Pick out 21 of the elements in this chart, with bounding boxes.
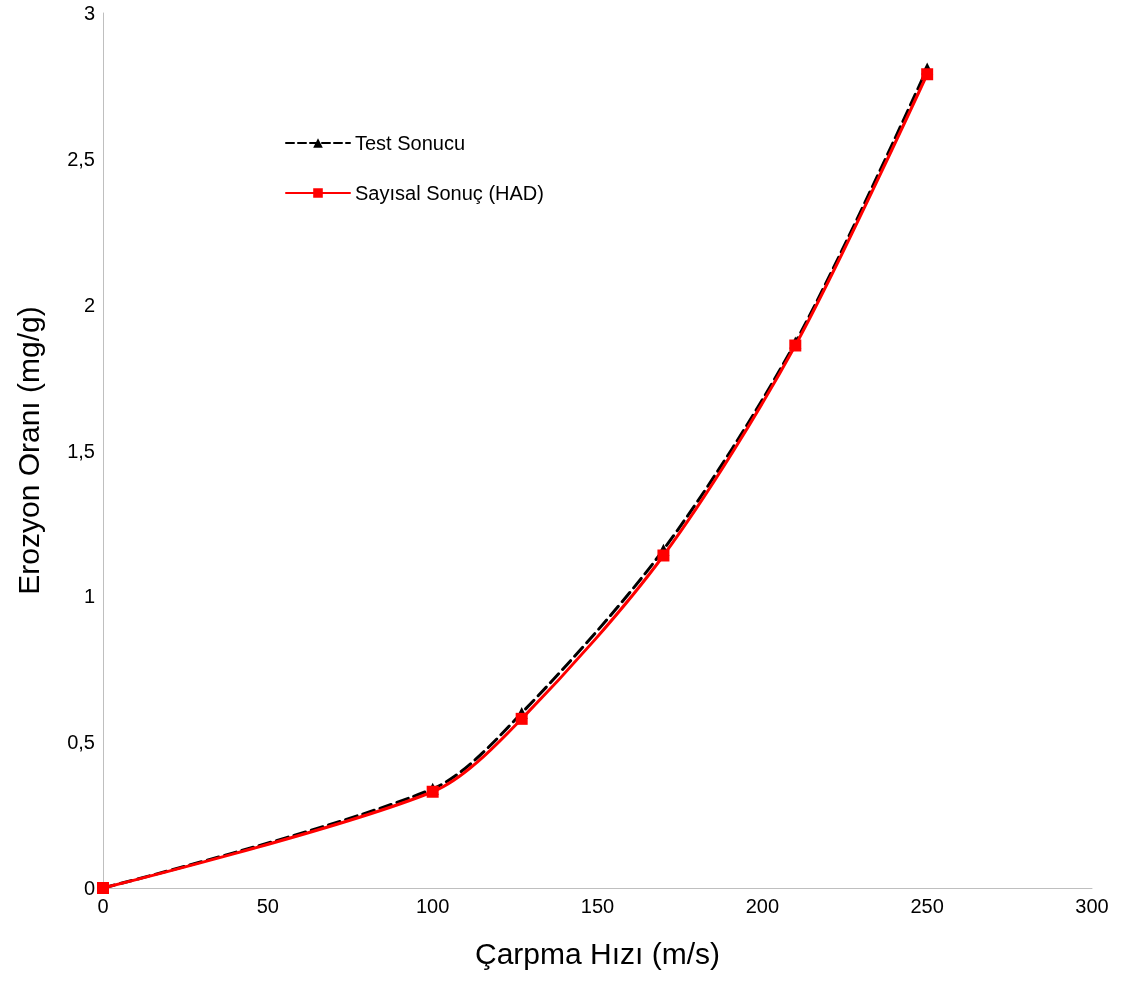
x-tick-label: 200 — [745, 895, 780, 917]
point — [657, 549, 670, 562]
x-axis-title: Çarpma Hızı (m/s) — [474, 936, 721, 970]
x-tick-label: 0 — [97, 895, 109, 917]
x-tick-label: 300 — [1075, 895, 1109, 917]
x-tick-label: 100 — [415, 895, 450, 917]
point — [921, 68, 934, 81]
x-tick-label: 50 — [256, 895, 279, 917]
y-tick-label: 2,5 — [67, 147, 95, 170]
legend-label: Sayısal Sonuç (HAD) — [355, 182, 544, 204]
y-tick-label: 0 — [83, 877, 95, 899]
y-tick-label: 1 — [83, 585, 95, 608]
point — [515, 712, 528, 725]
x-tick-label: 250 — [910, 895, 944, 917]
y-tick-label: 2 — [83, 293, 95, 316]
y-tick-label: 1,5 — [67, 439, 95, 462]
y-tick-label: 3 — [83, 2, 95, 24]
y-tick-label: 0,5 — [67, 731, 95, 754]
x-tick-label: 150 — [580, 895, 615, 917]
y-axis-title: Erozyon Oranı (mg/g) — [11, 306, 45, 595]
legend-label: Test Sonucu — [355, 132, 466, 154]
